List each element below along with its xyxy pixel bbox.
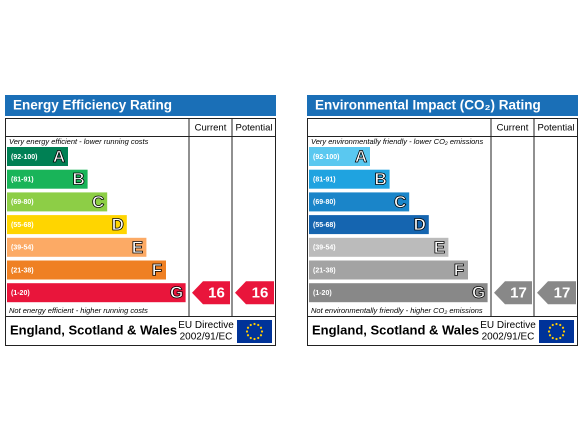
rating-band bbox=[7, 169, 88, 189]
top-note: Very environmentally friendly - lower CO… bbox=[311, 137, 483, 146]
band-range: (81-91) bbox=[313, 177, 336, 184]
band-letter: A bbox=[53, 147, 65, 166]
eu-star bbox=[259, 334, 263, 337]
header bbox=[5, 95, 276, 116]
band-letter: F bbox=[454, 260, 464, 279]
rating-value: 17 bbox=[554, 285, 571, 302]
header bbox=[307, 95, 578, 116]
rating-band bbox=[309, 215, 429, 235]
panel-border bbox=[307, 118, 578, 346]
eu-star bbox=[245, 330, 249, 333]
column-header: Current bbox=[195, 123, 227, 134]
band-letter: G bbox=[472, 283, 485, 302]
rating-band bbox=[7, 147, 68, 166]
eu-star bbox=[559, 336, 562, 340]
footer-directive-code: 2002/91/EC bbox=[482, 332, 535, 343]
band-range: (55-68) bbox=[11, 222, 34, 229]
rating-band bbox=[309, 147, 370, 166]
band-range: (1-20) bbox=[313, 290, 332, 297]
rating-band bbox=[7, 215, 127, 235]
eu-star bbox=[249, 323, 252, 327]
bottom-note: Not environmentally friendly - higher CO… bbox=[311, 306, 483, 315]
eu-star bbox=[260, 330, 264, 333]
band-range: (92-100) bbox=[313, 154, 339, 161]
band-letter: G bbox=[170, 283, 183, 302]
rating-value: 16 bbox=[208, 285, 225, 302]
eu-star bbox=[547, 330, 551, 333]
eu-flag bbox=[539, 320, 574, 343]
band-letter: E bbox=[132, 238, 143, 257]
band-range: (92-100) bbox=[11, 154, 37, 161]
eu-star bbox=[253, 337, 256, 341]
rating-value: 17 bbox=[510, 285, 527, 302]
rating-band bbox=[309, 237, 449, 257]
band-range: (69-80) bbox=[313, 199, 336, 206]
band-letter: C bbox=[394, 192, 406, 211]
eu-star bbox=[249, 336, 252, 340]
eu-star bbox=[555, 337, 558, 341]
footer-directive: EU Directive bbox=[178, 320, 234, 331]
eu-star bbox=[548, 334, 552, 337]
rating-band bbox=[7, 192, 108, 212]
band-letter: B bbox=[374, 170, 386, 189]
eu-star bbox=[559, 323, 562, 327]
eu-star bbox=[561, 326, 565, 329]
band-range: (21-38) bbox=[313, 267, 336, 274]
band-range: (39-54) bbox=[313, 245, 336, 252]
band-letter: C bbox=[92, 192, 104, 211]
eu-star bbox=[561, 334, 565, 337]
rating-arrow bbox=[537, 281, 576, 305]
band-letter: D bbox=[112, 215, 124, 234]
rating-band bbox=[7, 260, 166, 280]
rating-band bbox=[309, 169, 390, 189]
band-range: (39-54) bbox=[11, 245, 34, 252]
column-header: Current bbox=[497, 123, 529, 134]
panel-title: Energy Efficiency Rating bbox=[13, 98, 172, 113]
band-range: (21-38) bbox=[11, 267, 34, 274]
footer-directive-code: 2002/91/EC bbox=[180, 332, 233, 343]
rating-arrow bbox=[494, 281, 532, 305]
band-letter: D bbox=[414, 215, 426, 234]
eu-star bbox=[562, 330, 566, 333]
band-letter: F bbox=[152, 260, 162, 279]
column-header: Potential bbox=[236, 123, 273, 134]
eu-flag bbox=[237, 320, 272, 343]
rating-arrow bbox=[235, 281, 274, 305]
eu-star bbox=[551, 336, 554, 340]
panel-title: Environmental Impact (CO₂) Rating bbox=[315, 98, 541, 113]
band-range: (1-20) bbox=[11, 290, 30, 297]
top-note: Very energy efficient - lower running co… bbox=[9, 137, 149, 146]
eu-star bbox=[253, 322, 256, 326]
rating-band bbox=[7, 283, 186, 303]
column-header: Potential bbox=[538, 123, 575, 134]
rating-band bbox=[309, 283, 488, 303]
rating-band bbox=[309, 192, 410, 212]
footer-region: England, Scotland & Wales bbox=[10, 322, 177, 337]
eu-star bbox=[259, 326, 263, 329]
rating-arrow bbox=[192, 281, 230, 305]
footer-region: England, Scotland & Wales bbox=[312, 322, 479, 337]
band-letter: A bbox=[355, 147, 367, 166]
eu-star bbox=[257, 323, 260, 327]
eu-star bbox=[555, 322, 558, 326]
footer-directive: EU Directive bbox=[480, 320, 536, 331]
rating-value: 16 bbox=[252, 285, 269, 302]
eu-star bbox=[257, 336, 260, 340]
bottom-note: Not energy efficient - higher running co… bbox=[9, 306, 148, 315]
eu-star bbox=[246, 326, 250, 329]
rating-band bbox=[7, 237, 147, 257]
band-letter: E bbox=[434, 238, 445, 257]
band-letter: B bbox=[72, 170, 84, 189]
band-range: (81-91) bbox=[11, 177, 34, 184]
band-range: (55-68) bbox=[313, 222, 336, 229]
rating-band bbox=[309, 260, 468, 280]
band-range: (69-80) bbox=[11, 199, 34, 206]
panel-border bbox=[5, 118, 276, 346]
eu-star bbox=[246, 334, 250, 337]
eu-star bbox=[548, 326, 552, 329]
eu-star bbox=[551, 323, 554, 327]
